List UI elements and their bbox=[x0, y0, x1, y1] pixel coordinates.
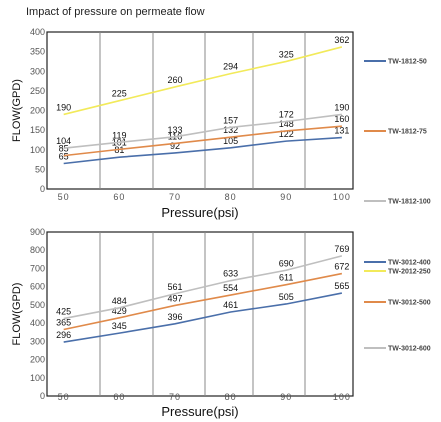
series-line-TW-1812-75 bbox=[63, 125, 342, 157]
data-label: 260 bbox=[167, 75, 182, 85]
x-tick-label: 60 bbox=[113, 392, 125, 402]
data-label: 561 bbox=[167, 282, 182, 292]
x-tick-label: 100 bbox=[333, 192, 351, 202]
data-label: 565 bbox=[334, 281, 349, 291]
data-label: 225 bbox=[112, 89, 127, 99]
x-tick-label: 80 bbox=[225, 392, 237, 402]
series-line-TW-3012-400 bbox=[63, 292, 343, 343]
data-label: 425 bbox=[56, 307, 71, 317]
x-tick-label: 90 bbox=[280, 192, 292, 202]
legend-entry: TW-2012-250 bbox=[388, 269, 431, 276]
y-axis-label: FLOW(GPD) bbox=[11, 79, 23, 142]
legend-entry: TW-3012-500 bbox=[388, 300, 431, 307]
y-tick-label: 100 bbox=[30, 373, 45, 383]
x-tick-label: 70 bbox=[169, 192, 181, 202]
data-label: 104 bbox=[56, 136, 71, 146]
data-label: 484 bbox=[112, 296, 127, 306]
y-tick-label: 600 bbox=[30, 282, 45, 292]
data-label: 294 bbox=[223, 62, 238, 72]
y-tick-label: 200 bbox=[30, 355, 45, 365]
data-label: 672 bbox=[334, 262, 349, 272]
legend-entry: TW-3012-400 bbox=[388, 260, 431, 267]
data-label: 362 bbox=[334, 35, 349, 45]
data-label: 325 bbox=[279, 49, 294, 59]
data-label: 345 bbox=[112, 321, 127, 331]
y-tick-label: 400 bbox=[30, 318, 45, 328]
legend-entry: TW-1812-50 bbox=[388, 59, 427, 66]
x-tick-label: 70 bbox=[169, 392, 181, 402]
x-tick-label: 50 bbox=[58, 392, 70, 402]
legend-entry: TW-1812-100 bbox=[388, 199, 431, 206]
y-tick-label: 400 bbox=[30, 27, 45, 37]
data-label: 497 bbox=[167, 293, 182, 303]
data-label: 190 bbox=[334, 102, 349, 112]
y-tick-label: 0 bbox=[40, 391, 45, 401]
plot-frame bbox=[46, 231, 354, 397]
data-label: 157 bbox=[223, 115, 238, 125]
data-label: 429 bbox=[112, 306, 127, 316]
y-axis-label: FLOW(GPD) bbox=[11, 283, 23, 346]
chart-1: 0 50 100 150 200 250 300 350 400 50 60 70 80 90 100 Pre… bbox=[11, 27, 431, 276]
x-tick-label: 50 bbox=[58, 192, 70, 202]
y-tick-label: 100 bbox=[30, 145, 45, 155]
plot-frame bbox=[46, 31, 354, 190]
y-tick-label: 800 bbox=[30, 245, 45, 255]
chart-2: 0 100 200 300 400 500 600 700 800 900 50 60 70 80 90 10… bbox=[11, 227, 431, 419]
x-tick-label: 100 bbox=[333, 392, 351, 402]
data-label: 132 bbox=[223, 125, 238, 135]
page-title: Impact of pressure on permeate flow bbox=[26, 6, 205, 18]
data-label: 172 bbox=[279, 109, 294, 119]
data-label: 396 bbox=[167, 312, 182, 322]
y-tick-label: 200 bbox=[30, 106, 45, 116]
series-line-TW-1812-50 bbox=[63, 136, 342, 165]
series-line-TW-2012-250 bbox=[63, 46, 343, 116]
data-label: 105 bbox=[223, 136, 238, 146]
y-tick-label: 700 bbox=[30, 263, 45, 273]
data-label: 769 bbox=[334, 244, 349, 254]
x-tick-label: 60 bbox=[113, 192, 125, 202]
legend-entry: TW-3012-600 bbox=[388, 346, 431, 353]
y-tick-label: 150 bbox=[30, 125, 45, 135]
data-label: 365 bbox=[56, 317, 71, 327]
data-label: 85 bbox=[59, 144, 69, 154]
x-axis-label: Pressure(psi) bbox=[161, 205, 238, 220]
series-line-TW-3012-500 bbox=[63, 272, 343, 331]
y-tick-label: 300 bbox=[30, 336, 45, 346]
x-tick-label: 80 bbox=[225, 192, 237, 202]
y-tick-label: 350 bbox=[30, 47, 45, 57]
data-label: 131 bbox=[334, 126, 349, 136]
data-label: 633 bbox=[223, 269, 238, 279]
data-label: 65 bbox=[59, 151, 69, 161]
data-label: 92 bbox=[170, 141, 180, 151]
y-tick-label: 500 bbox=[30, 300, 45, 310]
data-label: 81 bbox=[114, 145, 124, 155]
data-label: 122 bbox=[279, 129, 294, 139]
y-tick-label: 250 bbox=[30, 86, 45, 96]
data-label: 611 bbox=[279, 273, 293, 283]
series-line-TW-3012-600 bbox=[63, 255, 343, 320]
x-tick-label: 90 bbox=[280, 392, 292, 402]
data-label: 690 bbox=[279, 258, 294, 268]
x-axis-label: Pressure(psi) bbox=[161, 404, 238, 419]
data-label: 296 bbox=[56, 330, 71, 340]
data-label: 160 bbox=[334, 114, 349, 124]
data-label: 190 bbox=[56, 102, 71, 112]
data-label: 461 bbox=[223, 300, 238, 310]
y-tick-label: 50 bbox=[35, 164, 45, 174]
data-label: 505 bbox=[279, 292, 294, 302]
data-label: 148 bbox=[279, 119, 294, 129]
data-label: 133 bbox=[167, 125, 182, 135]
legend-entry: TW-1812-75 bbox=[388, 129, 427, 136]
y-tick-label: 900 bbox=[30, 227, 45, 237]
y-tick-label: 300 bbox=[30, 66, 45, 76]
series-line-TW-1812-100 bbox=[63, 113, 342, 149]
data-label: 554 bbox=[223, 283, 238, 293]
y-tick-label: 0 bbox=[40, 184, 45, 194]
data-label: 119 bbox=[112, 130, 126, 140]
